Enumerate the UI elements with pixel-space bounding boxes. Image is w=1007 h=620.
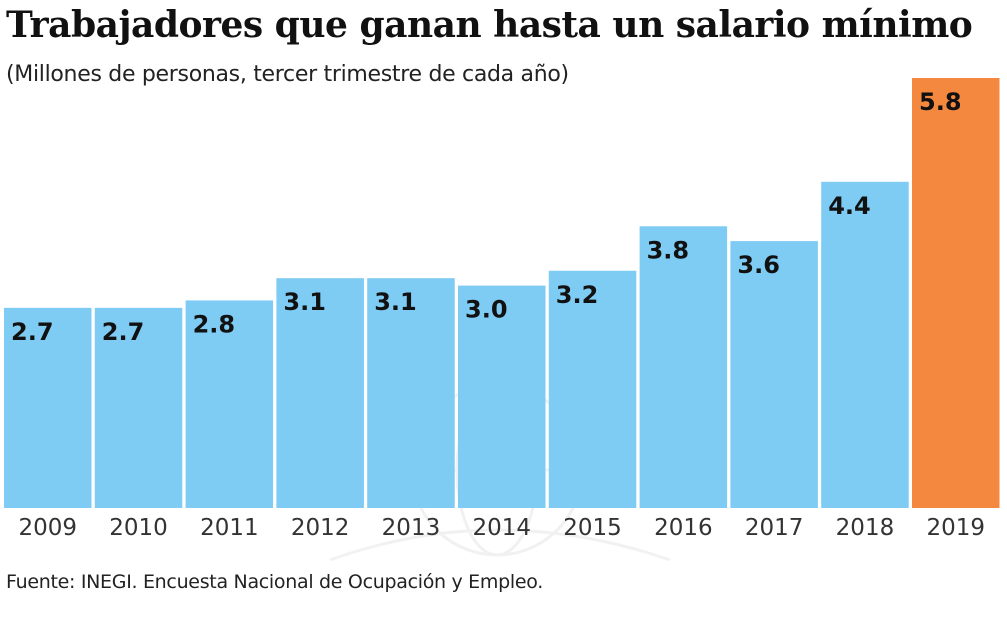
x-tick-label: 2013 — [382, 515, 441, 541]
x-tick-label: 2012 — [291, 515, 350, 541]
bar-2014 — [458, 285, 546, 508]
data-label: 3.6 — [737, 251, 780, 279]
x-tick-label: 2019 — [926, 515, 985, 541]
bar-2011 — [185, 300, 274, 508]
bar-2017 — [730, 241, 818, 508]
data-label: 4.4 — [828, 192, 871, 220]
data-label: 3.1 — [374, 288, 417, 316]
x-tick-label: 2010 — [109, 515, 168, 541]
x-tick-label: 2018 — [836, 515, 895, 541]
x-tick-label: 2016 — [654, 515, 713, 541]
data-label: 5.8 — [919, 88, 962, 116]
source-note: Fuente: INEGI. Encuesta Nacional de Ocup… — [6, 571, 543, 593]
data-label: 3.2 — [556, 281, 599, 309]
bar-2016 — [639, 226, 728, 508]
x-tick-label: 2015 — [563, 515, 622, 541]
bar-2013 — [367, 278, 455, 508]
bar-2019 — [912, 78, 1000, 508]
bar-2015 — [548, 270, 637, 508]
x-tick-label: 2011 — [200, 515, 259, 541]
bar-2012 — [276, 278, 364, 508]
x-tick-label: 2017 — [745, 515, 804, 541]
data-label: 2.8 — [193, 310, 236, 338]
data-label: 2.7 — [102, 318, 145, 346]
data-label: 3.8 — [647, 236, 690, 264]
bar-2009 — [4, 307, 92, 508]
data-label: 3.1 — [283, 288, 326, 316]
chart-subtitle: (Millones de personas, tercer trimestre … — [6, 62, 569, 87]
bar-2018 — [821, 181, 909, 509]
bar-2010 — [94, 307, 183, 508]
data-label: 3.0 — [465, 296, 508, 324]
chart-title: Trabajadores que ganan hasta un salario … — [6, 4, 973, 46]
data-label: 2.7 — [11, 318, 54, 346]
x-tick-label: 2009 — [18, 515, 77, 541]
x-tick-label: 2014 — [472, 515, 531, 541]
